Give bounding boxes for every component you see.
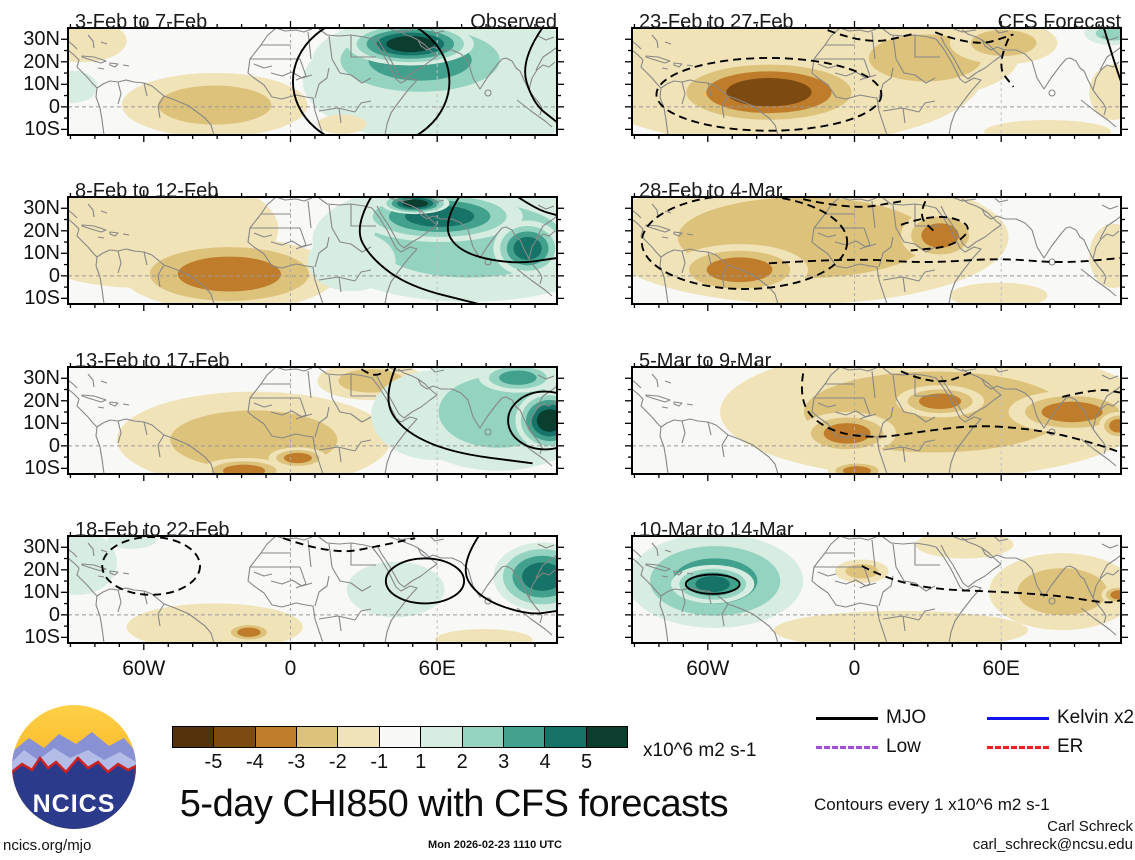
lon-tick-label: 60E	[982, 657, 1020, 680]
lat-tick-label: 20N	[23, 219, 60, 242]
map-panel	[624, 528, 1129, 651]
lat-tick-label: 30N	[23, 367, 60, 390]
figure-title: 5-day CHI850 with CFS forecasts	[179, 783, 729, 825]
lat-tick-label: 20N	[23, 558, 60, 581]
legend-label: Low	[886, 736, 921, 757]
legend-label: Kelvin x2	[1057, 707, 1135, 728]
timestamp: Mon 2026-02-23 1110 UTC	[428, 839, 562, 851]
author-email: carl_schreck@ncsu.edu	[972, 836, 1133, 853]
lat-tick-label: 10N	[23, 412, 60, 435]
map-canvas	[61, 360, 564, 481]
colorbar-tick-label: 2	[456, 751, 468, 773]
colorbar-tick-label: -3	[287, 751, 306, 773]
legend-line-er	[987, 746, 1049, 749]
map-panel	[624, 189, 1129, 312]
panel-title: 3-Feb to 7-Feb	[75, 11, 208, 33]
legend-label: MJO	[886, 707, 927, 728]
colorbar-segment	[545, 727, 587, 747]
panel-title: 5-Mar to 9-Mar	[639, 350, 772, 372]
colorbar-tick-label: 4	[539, 751, 551, 773]
lat-tick-label: 30N	[23, 536, 60, 559]
lat-tick-label: 10N	[23, 581, 60, 604]
contours-note: Contours every 1 x10^6 m2 s-1	[814, 795, 1050, 814]
colorbar-segment	[255, 727, 298, 747]
map-panel	[624, 20, 1129, 143]
panel-title: 23-Feb to 27-Feb	[639, 11, 794, 33]
lat-tick-label: 0	[48, 603, 60, 626]
lat-tick-label: 10S	[24, 118, 60, 141]
colorbar-segment	[421, 727, 463, 747]
legend-line-kelvin-x2	[987, 717, 1049, 720]
legend-line-low	[816, 746, 878, 749]
colorbar-segment	[586, 727, 627, 747]
legend-label: ER	[1057, 736, 1084, 757]
map-panel	[60, 20, 565, 143]
map-canvas	[625, 21, 1128, 142]
lat-tick-label: 10N	[23, 242, 60, 265]
panel-source-tag: CFS Forecast	[997, 11, 1121, 33]
map-canvas	[61, 21, 564, 142]
colorbar-segment	[503, 727, 546, 747]
lon-tick-label: 60E	[418, 657, 456, 680]
lat-tick-label: 30N	[23, 197, 60, 220]
colorbar-tick-label: -1	[370, 751, 389, 773]
map-panel	[60, 189, 565, 312]
colorbar-units: x10^6 m2 s-1	[643, 740, 757, 761]
panel-title: 13-Feb to 17-Feb	[75, 350, 230, 372]
colorbar	[172, 726, 628, 748]
lat-tick-label: 20N	[23, 50, 60, 73]
lon-tick-label: 0	[848, 657, 861, 680]
map-canvas	[625, 529, 1128, 650]
panel-source-tag: Observed	[470, 11, 557, 33]
ncics-logo: NCICS	[12, 705, 136, 829]
lat-tick-label: 10S	[24, 287, 60, 310]
colorbar-tick-label: -5	[204, 751, 223, 773]
panel-title: 18-Feb to 22-Feb	[75, 519, 230, 541]
colorbar-tick-label: 5	[580, 751, 593, 773]
colorbar-segment	[173, 727, 215, 747]
lat-tick-label: 10S	[24, 457, 60, 480]
lat-tick-label: 0	[48, 434, 60, 457]
lat-tick-label: 0	[48, 95, 60, 118]
colorbar-segment	[379, 727, 422, 747]
colorbar-tick-label: 1	[415, 751, 427, 773]
map-canvas	[625, 190, 1128, 311]
author-name: Carl Schreck	[1047, 818, 1133, 835]
colorbar-tick-label: -2	[328, 751, 347, 773]
panel-title: 10-Mar to 14-Mar	[639, 519, 794, 541]
lat-tick-label: 30N	[23, 28, 60, 51]
colorbar-segment	[338, 727, 380, 747]
lat-tick-label: 10S	[24, 626, 60, 649]
site-url: ncics.org/mjo	[3, 837, 92, 854]
colorbar-segment	[214, 727, 256, 747]
map-canvas	[625, 360, 1128, 481]
map-panel	[624, 359, 1129, 482]
colorbar-tick-label: 3	[498, 751, 510, 773]
colorbar-tick-label: -4	[246, 751, 264, 773]
lon-tick-label: 60W	[686, 657, 730, 680]
colorbar-segment	[297, 727, 339, 747]
map-panel	[60, 528, 565, 651]
logo-text: NCICS	[33, 790, 116, 818]
lat-tick-label: 10N	[23, 73, 60, 96]
lat-tick-label: 0	[48, 264, 60, 287]
legend-line-mjo	[816, 717, 878, 720]
lon-tick-label: 0	[284, 657, 297, 680]
map-canvas	[61, 529, 564, 650]
map-panel	[60, 359, 565, 482]
colorbar-segment	[462, 727, 504, 747]
lat-tick-label: 20N	[23, 389, 60, 412]
map-canvas	[61, 190, 564, 311]
panel-title: 8-Feb to 12-Feb	[75, 180, 219, 202]
lon-tick-label: 60W	[122, 657, 166, 680]
panel-title: 28-Feb to 4-Mar	[639, 180, 783, 202]
